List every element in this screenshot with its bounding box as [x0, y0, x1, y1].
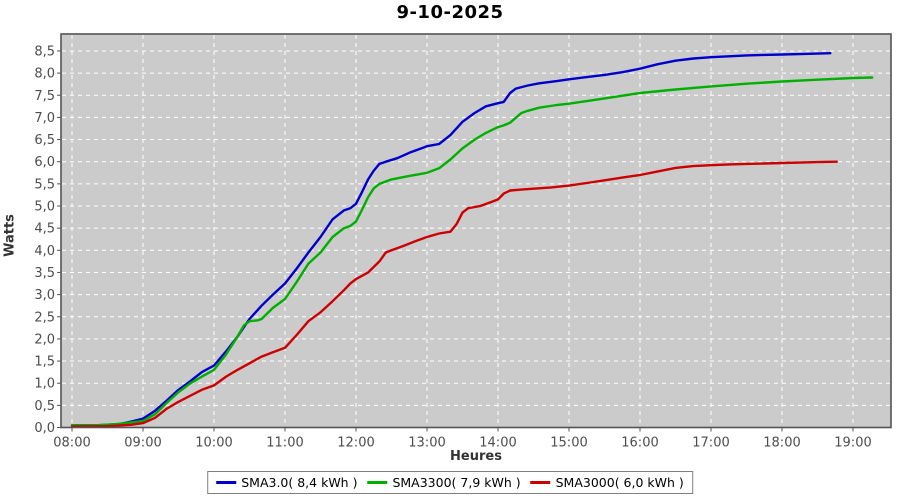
series-line [70, 76, 874, 427]
legend-item: SMA3300( 7,9 kWh ) [367, 475, 521, 490]
legend-line-swatch [530, 481, 551, 484]
y-tick-label: 4,0 [34, 244, 55, 259]
x-tick-label: 18:00 [763, 436, 800, 451]
y-tick-label: 8,0 [34, 67, 55, 82]
chart-svg: 0,0 0,5 1,0 1,5 2,0 2,5 3,0 3,5 4,0 4,5 5,0 5,5 6,0 6… [34, 33, 892, 451]
x-tick-label: 12:00 [337, 436, 374, 451]
x-tick-label: 08:00 [53, 436, 90, 451]
y-tick-label: 8,5 [34, 44, 55, 59]
chart-title: 9-10-2025 [396, 2, 504, 23]
plot-border [60, 33, 892, 429]
y-tick-label: 0,5 [34, 399, 55, 414]
legend-label: SMA3300( 7,9 kWh ) [392, 475, 521, 490]
x-tick-label: 10:00 [195, 436, 232, 451]
y-axis-title: Watts [2, 214, 18, 257]
y-tick-label: 0,0 [34, 421, 55, 436]
legend-item: SMA3000( 6,0 kWh ) [530, 475, 684, 490]
legend-label: SMA3000( 6,0 kWh ) [555, 475, 684, 490]
series-lines [70, 52, 874, 428]
legend-label: SMA3.0( 8,4 kWh ) [241, 475, 358, 490]
y-tick-label: 6,0 [34, 155, 55, 170]
x-axis-title: Heures [450, 449, 502, 464]
series-line [70, 160, 838, 428]
y-tick-label: 2,0 [34, 332, 55, 347]
x-tick-label: 14:00 [479, 436, 516, 451]
x-tick-label: 19:00 [834, 436, 871, 451]
x-tick-label: 13:00 [408, 436, 445, 451]
legend-item: SMA3.0( 8,4 kWh ) [216, 475, 357, 490]
x-tick-label: 11:00 [266, 436, 303, 451]
y-tick-label: 4,5 [34, 222, 55, 237]
y-tick-label: 5,0 [34, 200, 55, 215]
legend-line-swatch [216, 481, 237, 484]
x-tick-label: 17:00 [692, 436, 729, 451]
y-tick-label: 7,5 [34, 89, 55, 104]
y-tick-label: 3,0 [34, 288, 55, 303]
y-tick-label: 6,5 [34, 133, 55, 148]
plot-area [61, 34, 891, 428]
y-tick-label: 7,0 [34, 111, 55, 126]
x-tick-label: 09:00 [124, 436, 161, 451]
series-line [70, 52, 832, 427]
chart-legend: SMA3.0( 8,4 kWh ) SMA3300( 7,9 kWh ) SMA30… [207, 471, 693, 494]
x-tick-label: 16:00 [621, 436, 658, 451]
y-tick-label: 5,5 [34, 177, 55, 192]
x-tick-label: 15:00 [550, 436, 587, 451]
y-tick-label: 2,5 [34, 310, 55, 325]
y-tick-label: 1,0 [34, 377, 55, 392]
gridlines [62, 35, 890, 427]
y-tick-label: 1,5 [34, 355, 55, 370]
legend-line-swatch [367, 481, 388, 484]
axis-tick-labels: 0,0 0,5 1,0 1,5 2,0 2,5 3,0 3,5 4,0 4,5 5,0 5,5 6,0 6… [34, 44, 871, 450]
axis-ticks [57, 50, 854, 432]
y-tick-label: 3,5 [34, 266, 55, 281]
